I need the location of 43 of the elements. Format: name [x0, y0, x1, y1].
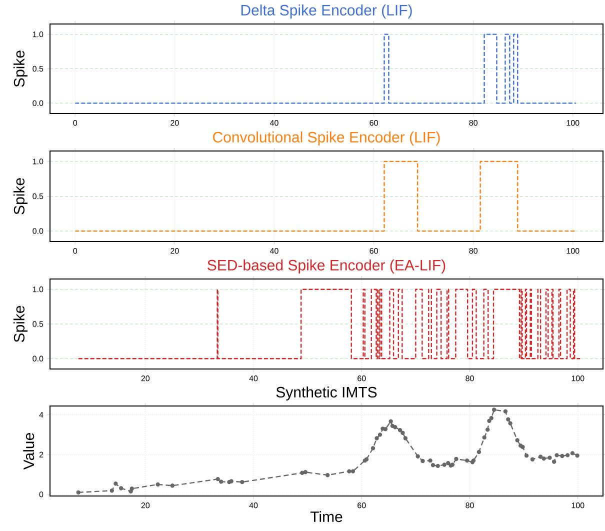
- y-tick-label: 0.5: [32, 193, 44, 200]
- x-tick-label: 40: [270, 120, 278, 126]
- x-tick-label: 100: [572, 376, 584, 382]
- x-tick-label: 40: [249, 502, 258, 508]
- y-axis-title: Spike: [14, 178, 28, 214]
- y-tick-label: 0.0: [32, 356, 44, 362]
- y-tick-label: 2: [39, 452, 44, 458]
- y-axis-title: Value: [23, 433, 34, 470]
- x-tick-label: 100: [566, 120, 580, 126]
- y-tick-label: 1.0: [32, 31, 44, 38]
- chart-title: Delta Spike Encoder (LIF): [241, 4, 412, 18]
- x-tick-label: 60: [370, 248, 378, 254]
- y-axis-title: Spike: [14, 50, 28, 87]
- chart-title: Convolutional Spike Encoder (LIF): [213, 131, 440, 146]
- x-tick-label: 0: [73, 248, 78, 254]
- y-tick-label: 0.5: [32, 66, 44, 72]
- x-tick-label: 60: [370, 120, 378, 126]
- x-tick-label: 100: [566, 248, 580, 254]
- x-tick-label: 20: [141, 502, 150, 508]
- y-tick-label: 4: [39, 412, 44, 418]
- x-axis-title: Time: [310, 511, 342, 522]
- x-tick-label: 80: [469, 248, 478, 254]
- x-tick-label: 20: [141, 376, 150, 382]
- chart-title: SED-based Spike Encoder (EA-LIF): [208, 259, 446, 274]
- y-tick-label: 1.0: [32, 286, 44, 292]
- x-tick-label: 80: [466, 376, 474, 382]
- y-tick-label: 1.0: [32, 158, 44, 164]
- x-tick-label: 0: [73, 120, 78, 126]
- chart-title: Synthetic IMTS: [276, 386, 377, 400]
- x-tick-label: 20: [170, 248, 179, 254]
- x-tick-label: 80: [466, 502, 474, 508]
- x-tick-label: 80: [469, 120, 478, 126]
- x-tick-label: 60: [358, 376, 366, 382]
- x-tick-label: 40: [270, 248, 278, 254]
- y-axis-title: Spike: [14, 306, 28, 342]
- y-tick-label: 0.0: [32, 228, 44, 234]
- x-tick-label: 100: [572, 502, 584, 508]
- x-tick-label: 60: [358, 502, 366, 508]
- x-tick-label: 40: [249, 376, 258, 382]
- y-tick-label: 0.5: [32, 321, 44, 327]
- x-tick-label: 20: [170, 120, 179, 126]
- y-tick-label: 0.0: [32, 100, 44, 106]
- y-tick-label: 0: [39, 492, 44, 498]
